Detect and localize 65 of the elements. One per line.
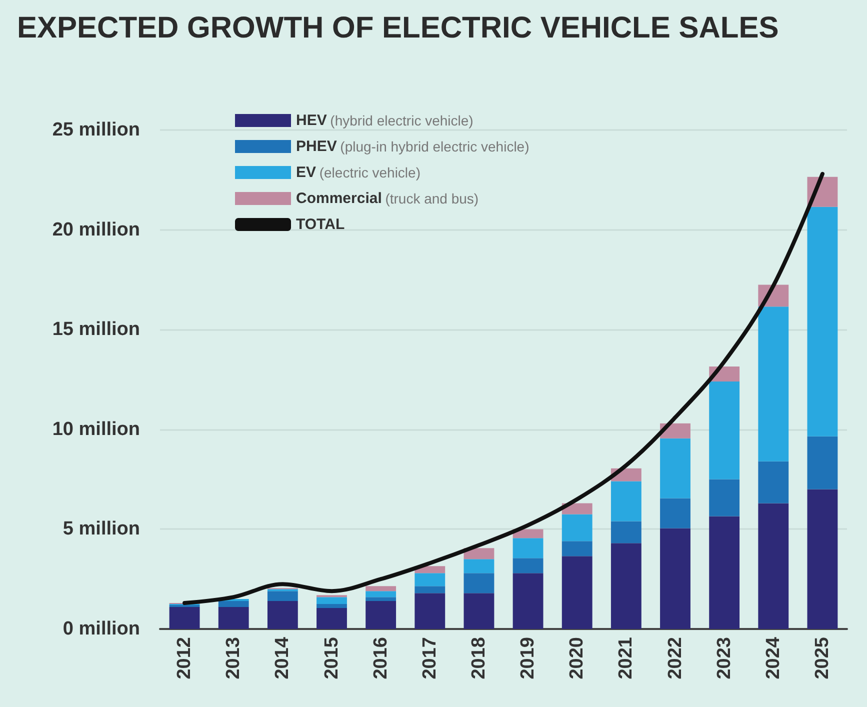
bar (562, 541, 592, 556)
bar (414, 573, 446, 586)
bar (512, 538, 544, 558)
x-tick-label: 2012 (174, 637, 196, 680)
y-tick-label: 15 million (52, 319, 140, 340)
bar (758, 461, 789, 504)
x-tick-label: 2024 (762, 636, 784, 680)
x-tick-label: 2016 (370, 637, 392, 680)
bar (709, 381, 740, 480)
x-tick-label: 2015 (321, 636, 342, 680)
bar (366, 601, 396, 629)
bar (366, 586, 396, 592)
y-tick-label: 10 million (52, 418, 140, 440)
bar (169, 607, 200, 629)
bar (610, 521, 642, 544)
x-tick-label: 2014 (272, 636, 294, 680)
x-tick-label: 2017 (419, 637, 440, 680)
bar (366, 597, 396, 602)
bar (267, 591, 298, 602)
bar (414, 586, 446, 594)
x-tick-label: 2022 (664, 637, 686, 680)
y-tick-label: 5 million (62, 518, 140, 540)
bar (709, 479, 740, 516)
bar (807, 206, 838, 436)
bar (464, 559, 494, 574)
y-tick-label: 25 million (52, 120, 140, 140)
bar (610, 543, 642, 629)
bar (709, 516, 740, 629)
bar (218, 607, 249, 629)
bar (660, 498, 690, 528)
bar (366, 591, 396, 598)
x-tick-label: 2025 (812, 636, 833, 680)
bar (758, 503, 789, 629)
x-tick-label: 2023 (714, 637, 735, 680)
legend-label: HEV (hybrid electric vehicle) (296, 112, 474, 129)
legend-label: PHEV (plug-in hybrid electric vehicle) (296, 138, 530, 155)
bar (464, 593, 494, 629)
y-tick-label: 20 million (52, 219, 140, 240)
x-tick-label: 2018 (468, 637, 490, 680)
bar (414, 593, 446, 629)
x-tick-label: 2013 (223, 637, 244, 680)
bar (512, 573, 544, 629)
y-tick-label: 0 million (62, 618, 140, 640)
bar (562, 514, 592, 542)
bar (316, 608, 347, 629)
bar (660, 438, 690, 498)
bar (316, 604, 347, 608)
bar (218, 601, 249, 608)
bar (562, 556, 592, 629)
bar (660, 528, 690, 629)
legend-label: Commercial (truck and bus) (296, 190, 479, 207)
chart-title: EXPECTED GROWTH OF ELECTRIC VEHICLE SALES (17, 12, 779, 44)
bar (807, 436, 838, 490)
bar (464, 573, 494, 594)
bar (267, 601, 298, 629)
bar (610, 481, 642, 522)
legend-label: TOTAL (296, 216, 345, 233)
x-tick-label: 2021 (616, 636, 637, 680)
x-tick-label: 2020 (566, 637, 588, 680)
bar (512, 558, 544, 574)
bar (807, 489, 838, 629)
legend-label: EV (electric vehicle) (296, 164, 420, 181)
bar (758, 306, 789, 462)
bar (316, 597, 347, 604)
x-tick-label: 2019 (518, 637, 539, 680)
